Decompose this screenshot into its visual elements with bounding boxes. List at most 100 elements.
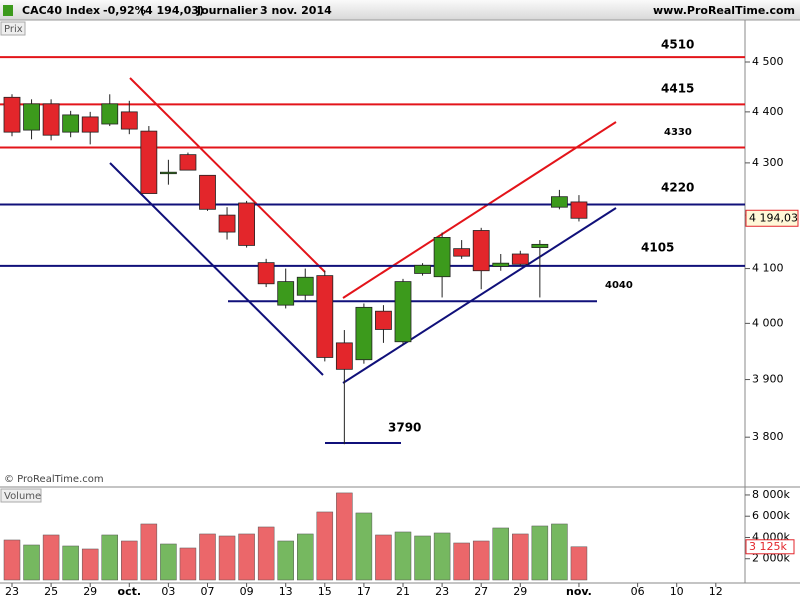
volume-tick-label: 8 000k — [752, 488, 790, 501]
x-tick-label: 06 — [631, 585, 645, 598]
copyright: © ProRealTime.com — [4, 474, 104, 485]
volume-bar — [512, 533, 529, 581]
candle-body — [120, 111, 138, 130]
volume-bar — [62, 545, 79, 581]
level-label: 4220 — [661, 181, 694, 195]
volume-bar — [179, 547, 197, 581]
x-tick-label: 29 — [83, 585, 97, 598]
candle-body — [81, 116, 99, 133]
last: (4 194,03) — [140, 4, 204, 17]
volume-bar — [375, 534, 392, 581]
candle-body — [277, 281, 295, 306]
volume-bar — [218, 535, 236, 581]
volume-label-box — [0, 488, 42, 503]
x-tick-label: 12 — [709, 585, 723, 598]
volume-bar — [414, 535, 431, 581]
trend-line — [109, 162, 324, 376]
volume-bar — [257, 526, 275, 581]
x-tick-label: oct. — [118, 585, 142, 598]
candle-body — [218, 214, 236, 233]
y-tick-label: 4 500 — [752, 55, 784, 68]
volume-bar — [472, 540, 490, 581]
last-volume-box — [745, 539, 795, 555]
candle-body — [316, 275, 334, 358]
y-tick-label: 3 900 — [752, 373, 784, 386]
candle-body — [375, 310, 392, 330]
period: Journalier — [196, 4, 258, 17]
last-volume-label: 3 125k — [749, 540, 787, 553]
volume-bar — [81, 548, 99, 581]
candle-body — [531, 243, 549, 248]
x-tick-label: 07 — [201, 585, 215, 598]
y-tick-label: 4 400 — [752, 105, 784, 118]
volume-bar — [101, 534, 118, 581]
candle-body — [472, 230, 490, 272]
candle-body — [433, 237, 451, 278]
x-tick-label: 15 — [318, 585, 332, 598]
y-tick-label: 4 300 — [752, 156, 784, 169]
candle-body — [179, 154, 197, 171]
x-tick-label: 17 — [357, 585, 371, 598]
y-tick-label: 4 000 — [752, 316, 784, 329]
candle-body — [23, 103, 40, 131]
volume-bar — [355, 512, 373, 581]
x-tick-label: 09 — [240, 585, 254, 598]
panel-label: Prix — [4, 24, 23, 35]
x-tick-label: 25 — [44, 585, 58, 598]
x-tick-label: 23 — [5, 585, 19, 598]
last-price-box — [745, 209, 799, 227]
volume-bar — [570, 546, 588, 581]
volume-bar — [160, 543, 177, 581]
candle-body — [453, 248, 471, 257]
y-tick-label: 4 100 — [752, 262, 784, 275]
volume-bar — [531, 525, 549, 581]
volume-bar — [277, 540, 294, 581]
level-label: 4330 — [664, 127, 692, 138]
trend-line — [342, 207, 617, 384]
trend-line — [129, 77, 326, 273]
header-bar — [0, 0, 800, 20]
title: CAC40 Index — [22, 4, 100, 17]
level-label: 4040 — [605, 280, 633, 291]
candle-body — [394, 281, 412, 343]
volume-bar — [492, 527, 509, 581]
volume-bar — [199, 533, 216, 581]
source: www.ProRealTime.com — [653, 4, 795, 17]
candle-body — [355, 306, 373, 361]
volume-bar — [238, 533, 255, 581]
candle-body — [140, 130, 158, 194]
candle-body — [570, 201, 588, 219]
date: 3 nov. 2014 — [260, 4, 332, 17]
volume-bar — [297, 533, 314, 581]
volume-bar — [433, 532, 451, 581]
volume-label: Volume — [4, 491, 41, 502]
candle-body — [159, 171, 177, 175]
volume-bar — [140, 523, 158, 581]
volume-bar — [394, 531, 412, 581]
level-label: 4415 — [661, 82, 694, 96]
candle-body — [257, 262, 275, 285]
candle-body — [551, 196, 568, 208]
candle-body — [62, 114, 80, 133]
volume-tick-label: 6 000k — [752, 509, 790, 522]
x-tick-label: 13 — [279, 585, 293, 598]
candle-body — [414, 264, 431, 274]
level-label: 4105 — [641, 241, 674, 255]
candle-body — [238, 202, 256, 246]
volume-bar — [42, 534, 60, 581]
candle-body — [296, 276, 314, 296]
volume-tick-label: 2 000k — [752, 552, 790, 565]
x-tick-label: 10 — [670, 585, 684, 598]
candle-body — [492, 262, 510, 267]
change: -0,92% — [103, 4, 146, 17]
volume-bar — [551, 523, 568, 581]
volume-bar — [453, 542, 470, 581]
candle-body — [42, 103, 60, 136]
volume-bar — [336, 492, 353, 581]
x-tick-label: 03 — [161, 585, 175, 598]
logo-icon — [3, 5, 13, 16]
x-tick-label: 29 — [513, 585, 527, 598]
volume-bar — [3, 539, 21, 581]
panel-label-box — [0, 21, 26, 36]
